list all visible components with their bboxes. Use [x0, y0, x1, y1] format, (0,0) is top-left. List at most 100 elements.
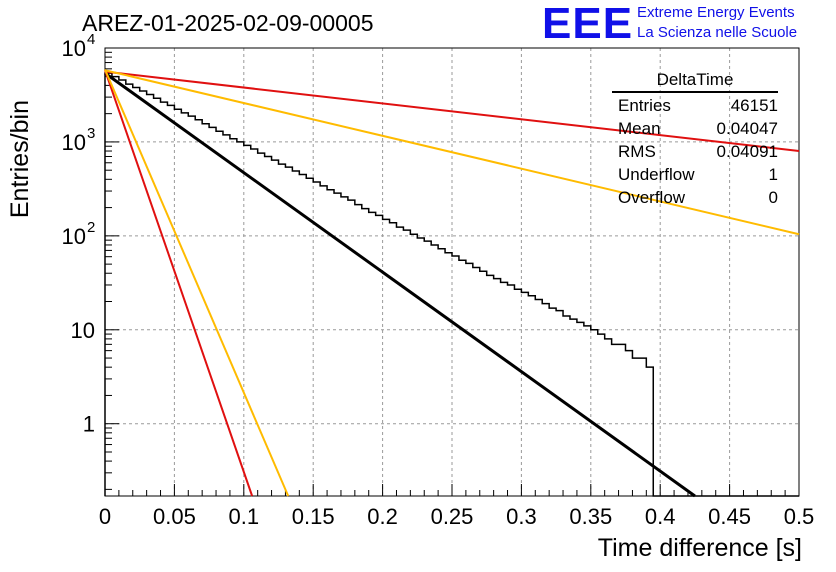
fit-line	[104, 69, 290, 497]
histogram-bin	[195, 120, 202, 496]
x-axis-label: Time difference [s]	[597, 534, 802, 562]
x-tick-label: 0.2	[367, 504, 398, 529]
histogram-bin	[403, 230, 410, 496]
histogram-bin	[459, 260, 466, 496]
stats-row-mean: Mean 0.04047	[612, 117, 778, 140]
stats-label: Entries	[618, 96, 671, 115]
histogram-bin	[591, 330, 598, 496]
histogram-bin	[272, 160, 279, 496]
stats-value: 0	[768, 188, 778, 207]
y-tick-label: 1	[83, 412, 95, 437]
x-tick-label: 0.25	[431, 504, 474, 529]
stats-label: Overflow	[618, 188, 686, 207]
histogram-bin	[584, 326, 591, 496]
stats-row-underflow: Underflow 1	[612, 163, 778, 186]
histogram-bin	[605, 339, 612, 496]
histogram-bin	[487, 275, 494, 496]
y-tick-exponent: 4	[87, 31, 95, 48]
y-axis-label: Entries/bin	[6, 100, 34, 219]
histogram-bin	[598, 334, 605, 496]
stats-row-rms: RMS 0.04091	[612, 140, 778, 163]
histogram-bin	[480, 271, 487, 496]
histogram-bin	[299, 175, 306, 496]
histogram-bin	[501, 282, 508, 496]
histogram-bin	[549, 308, 556, 496]
histogram-bin	[577, 322, 584, 496]
histogram-bin	[445, 253, 452, 496]
histogram-bin	[535, 300, 542, 496]
x-tick-label: 0.05	[153, 504, 196, 529]
histogram-bin	[355, 205, 362, 496]
y-tick-label: 10	[62, 36, 86, 61]
histogram-bin	[251, 149, 258, 496]
eee-logo-mark: EEE	[542, 0, 634, 48]
histogram-bin	[390, 223, 397, 496]
histogram-bin	[147, 94, 154, 496]
histogram-bin	[362, 209, 369, 496]
stats-value: 46151	[730, 96, 778, 115]
histogram-bin	[154, 98, 161, 496]
histogram-bin	[209, 127, 216, 496]
x-tick-label: 0.15	[292, 504, 335, 529]
histogram-bin	[639, 358, 646, 496]
histogram-bin	[174, 109, 181, 496]
histogram-bin	[410, 234, 417, 496]
fit-line	[104, 70, 800, 153]
x-tick-label: 0.3	[506, 504, 537, 529]
x-tick-label: 0.1	[229, 504, 260, 529]
stats-row-entries: Entries 46151	[612, 94, 778, 117]
y-tick-exponent: 3	[87, 125, 95, 142]
histogram-bin	[556, 311, 563, 496]
histogram-bin	[161, 102, 168, 496]
histogram-bin	[473, 268, 480, 496]
fit-line	[104, 71, 696, 498]
histogram-outline	[104, 72, 799, 497]
stats-label: Mean	[618, 119, 661, 138]
histogram-bin	[313, 182, 320, 496]
y-tick-label: 10	[62, 224, 86, 249]
x-tick-label: 0.45	[708, 504, 751, 529]
histogram-bin	[188, 116, 195, 496]
stats-label: RMS	[618, 142, 656, 161]
histogram-bin	[369, 212, 376, 496]
x-tick-label: 0.35	[569, 504, 612, 529]
y-tick-label: 10	[71, 318, 95, 343]
fit-line	[104, 69, 254, 497]
histogram-bin	[244, 145, 251, 496]
histogram-bin	[514, 289, 521, 496]
histogram-bin	[223, 135, 230, 496]
stats-box: DeltaTime Entries 46151 Mean 0.04047 RMS…	[612, 70, 778, 209]
histogram-bin	[112, 77, 119, 496]
histogram-bin	[612, 344, 619, 496]
histogram-bin	[424, 241, 431, 496]
x-tick-label: 0.5	[784, 504, 815, 529]
eee-logo-line-1: Extreme Energy Events	[637, 4, 795, 21]
histogram-bin	[521, 292, 528, 496]
x-tick-label: 0	[99, 504, 111, 529]
stats-value: 0.04091	[716, 142, 778, 161]
stats-row-overflow: Overflow 0	[612, 186, 778, 209]
y-tick-exponent: 2	[87, 219, 95, 236]
histogram-bin	[383, 219, 390, 496]
histogram-bin	[431, 245, 438, 496]
histogram-bin	[438, 249, 445, 496]
histogram-bin	[258, 153, 265, 496]
histogram-bin	[528, 296, 535, 496]
histogram-bin	[632, 358, 639, 496]
histogram-bin	[466, 263, 473, 496]
histogram-bin	[494, 279, 501, 496]
histogram-bin	[306, 178, 313, 496]
histogram-bin	[167, 105, 174, 496]
x-tick-label: 0.4	[645, 504, 676, 529]
histogram-bin	[292, 171, 299, 496]
histogram-bin	[508, 285, 515, 496]
y-tick-label: 10	[62, 130, 86, 155]
histogram-bin	[376, 215, 383, 496]
histogram-bin	[181, 113, 188, 496]
eee-logo-line-2: La Scienza nelle Scuole	[637, 24, 798, 41]
histogram-bin	[216, 131, 223, 496]
histogram-bin	[417, 238, 424, 496]
stats-value: 0.04047	[716, 119, 778, 138]
histogram-bin	[237, 142, 244, 496]
